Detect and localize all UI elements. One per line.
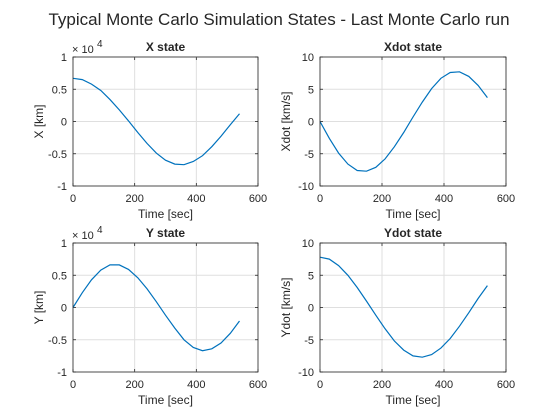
x-axis-label: Time [sec] [138, 393, 193, 407]
x-axis-label: Time [sec] [386, 207, 441, 221]
x-tick-label: 400 [187, 379, 205, 391]
panel-title: Xdot state [384, 40, 442, 54]
y-tick-label: 0.5 [52, 270, 67, 282]
y-tick-label: 5 [308, 84, 314, 96]
y-tick-label: 1 [61, 52, 67, 64]
axes-frame [319, 242, 507, 373]
x-tick-label: 200 [373, 379, 391, 391]
y-tick-label: 5 [308, 270, 314, 282]
y-tick-label: -0.5 [48, 335, 67, 347]
axes-frame [72, 242, 259, 373]
y-tick-label: 0 [61, 303, 67, 315]
y-axis-label: X [km] [32, 104, 46, 138]
y-tick-label: 0 [61, 117, 67, 129]
panel-title: X state [146, 40, 186, 54]
y-tick-label: 0 [308, 303, 314, 315]
series-line [319, 256, 488, 358]
x-tick-label: 200 [125, 379, 143, 391]
y-tick-label: 10 [302, 52, 314, 64]
axes-frame [319, 56, 507, 187]
y-tick-label: 0.5 [52, 84, 67, 96]
x-tick-label: 400 [435, 379, 453, 391]
panel-1: 0 200 400 600 -1 -0.5 0 0.5 1 X state Time [sec] X … [32, 39, 267, 221]
x-tick-label: 0 [317, 379, 323, 391]
y-axis-label: Xdot [km/s] [279, 91, 293, 151]
x-tick-label: 400 [187, 193, 205, 205]
series-line [72, 77, 240, 166]
x-tick-label: 600 [497, 193, 515, 205]
panel-4: 0 200 400 600 -10 -5 0 5 10 Ydot state Time [sec] Y… [279, 226, 515, 407]
y-multiplier-label: × 10 [72, 230, 94, 242]
x-tick-label: 200 [125, 193, 143, 205]
y-tick-label: 0 [308, 117, 314, 129]
y-axis-label: Y [km] [32, 291, 46, 325]
y-tick-label: -5 [304, 149, 314, 161]
panel-title: Ydot state [384, 226, 442, 240]
y-tick-label: -10 [298, 367, 314, 379]
x-tick-label: 600 [249, 379, 267, 391]
panel-2: 0 200 400 600 -10 -5 0 5 10 Xdot state Time [sec] X… [279, 40, 515, 221]
axes-frame [72, 56, 259, 187]
x-tick-label: 600 [249, 193, 267, 205]
y-tick-label: 10 [302, 238, 314, 250]
y-axis-label: Ydot [km/s] [279, 277, 293, 337]
panel-title: Y state [146, 226, 185, 240]
y-multiplier-exponent: 4 [97, 39, 103, 50]
x-tick-label: 0 [317, 193, 323, 205]
y-tick-label: -10 [298, 181, 314, 193]
x-axis-label: Time [sec] [386, 393, 441, 407]
x-tick-label: 0 [70, 193, 76, 205]
y-tick-label: 1 [61, 238, 67, 250]
y-tick-label: -5 [304, 335, 314, 347]
series-line [72, 264, 240, 352]
panel-3: 0 200 400 600 -1 -0.5 0 0.5 1 Y state Time [sec] Y … [32, 225, 267, 407]
x-tick-label: 200 [373, 193, 391, 205]
series-line [319, 71, 488, 172]
x-tick-label: 400 [435, 193, 453, 205]
x-tick-label: 600 [497, 379, 515, 391]
y-multiplier-exponent: 4 [97, 225, 103, 236]
y-tick-label: -1 [57, 367, 67, 379]
y-multiplier-label: × 10 [72, 44, 94, 56]
y-tick-label: -0.5 [48, 149, 67, 161]
y-tick-label: -1 [57, 181, 67, 193]
figure-title: Typical Monte Carlo Simulation States - … [48, 10, 509, 29]
x-axis-label: Time [sec] [138, 207, 193, 221]
x-tick-label: 0 [70, 379, 76, 391]
